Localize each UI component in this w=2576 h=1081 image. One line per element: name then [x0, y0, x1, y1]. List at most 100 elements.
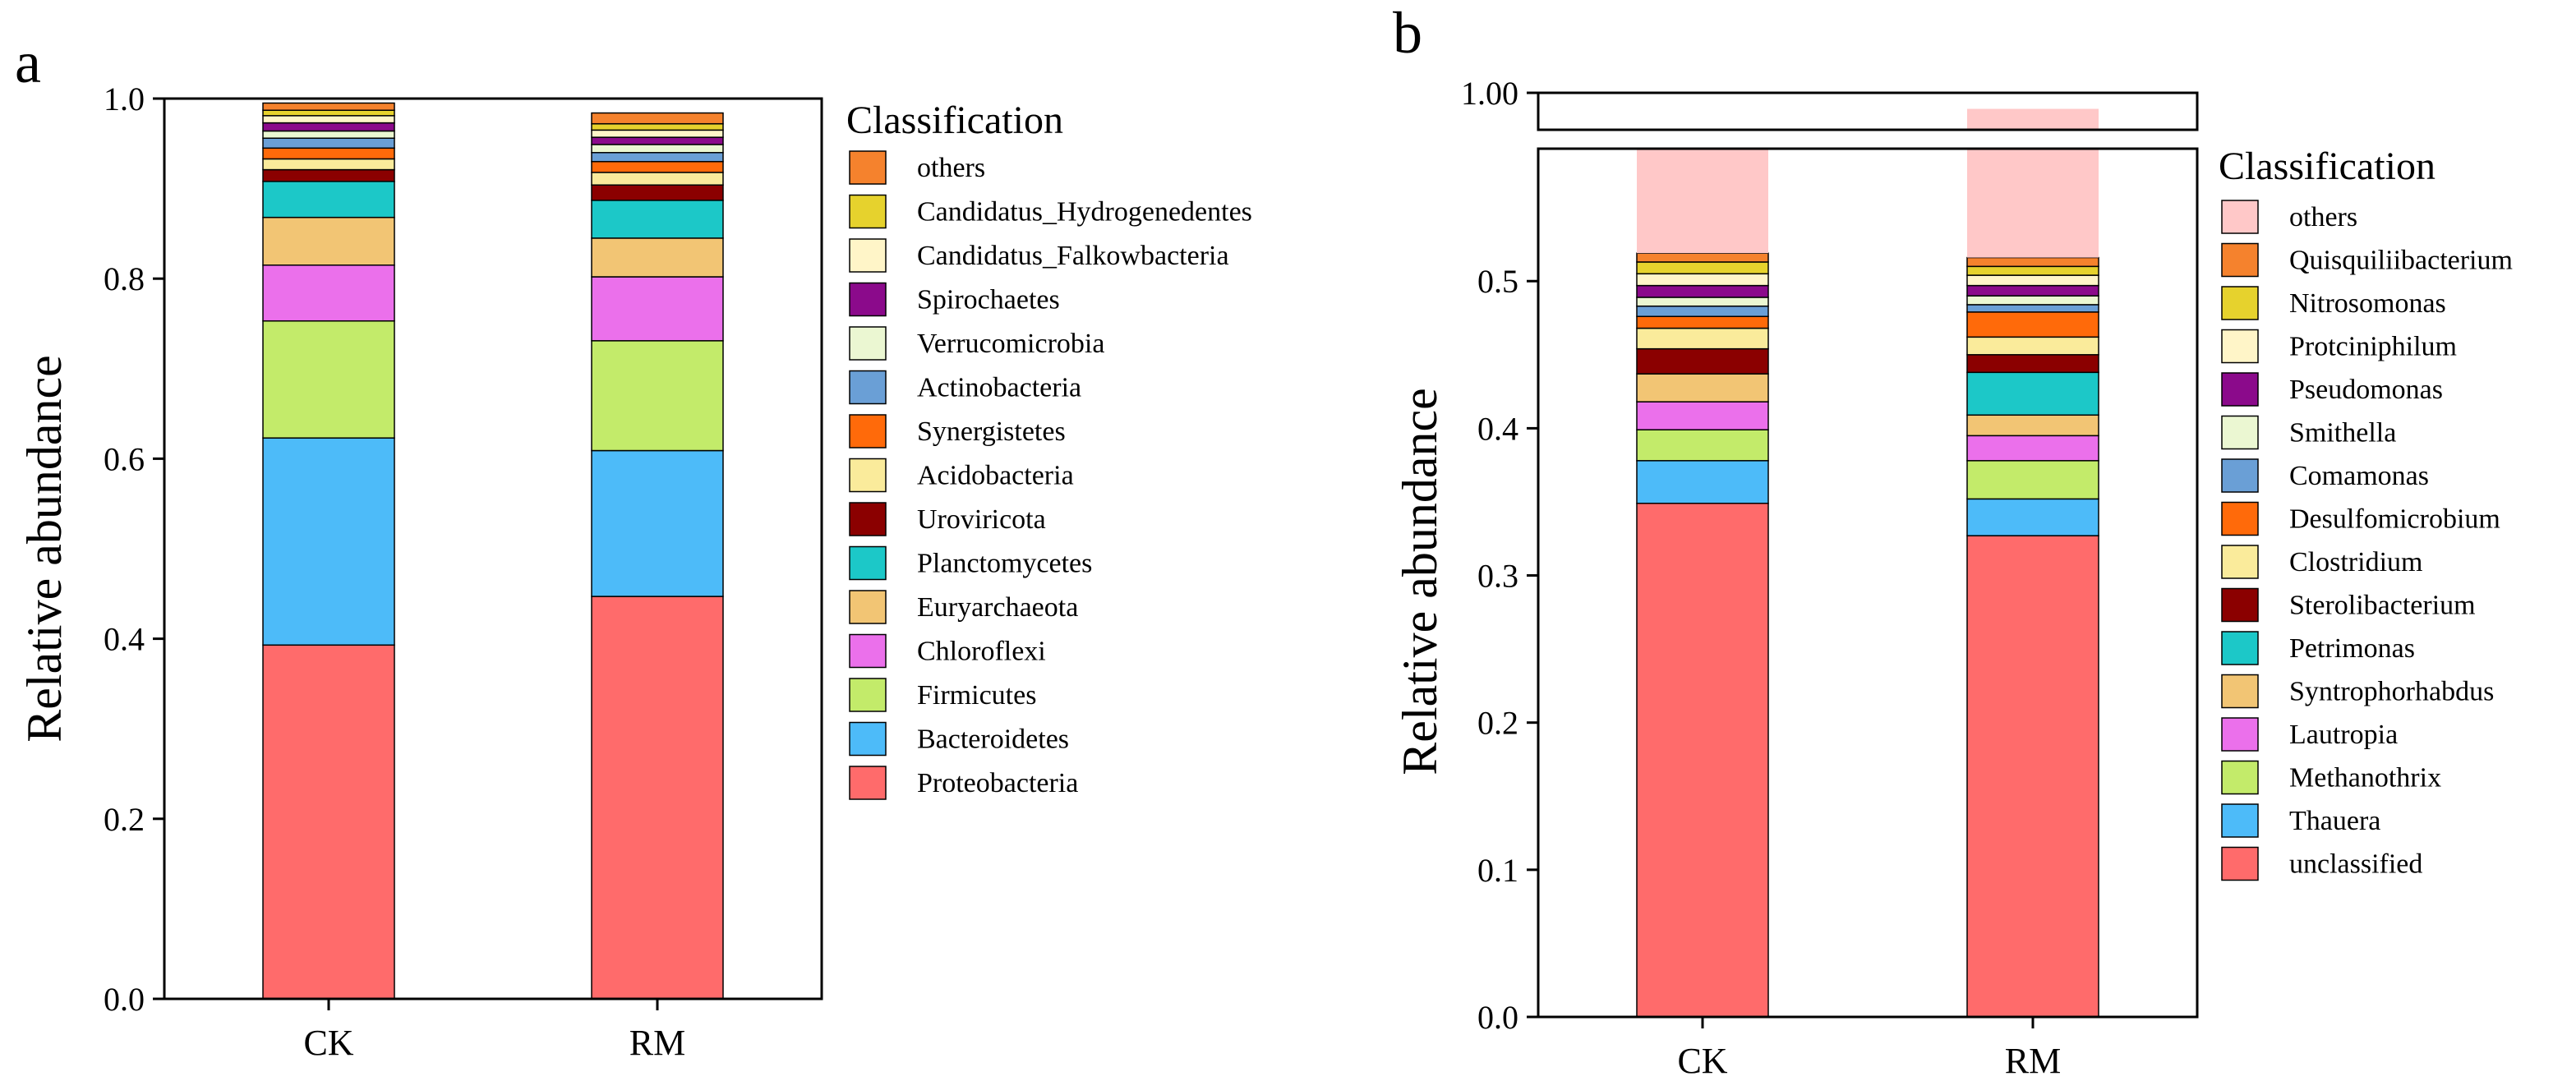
- bar-segment-euryarchaeota: [262, 216, 395, 266]
- bar-segment-clostridium: [1636, 327, 1769, 350]
- bar-segment-others: [1967, 108, 2099, 130]
- x-tick-label: RM: [2005, 1041, 2061, 1081]
- y-tick-label: 0.2: [1477, 705, 1518, 742]
- legend-label: Petrimonas: [2289, 633, 2415, 664]
- legend-swatch: [849, 414, 887, 448]
- bar-segment-spirochaetes: [591, 136, 724, 145]
- bar-segment-thauera: [1966, 498, 2099, 536]
- bar-segment-uroviricota: [591, 184, 724, 201]
- y-axis-label: Relative abundance: [17, 355, 71, 742]
- bar-segment-pseudomonas: [1636, 284, 1769, 298]
- legend-swatch: [2221, 760, 2259, 795]
- legend-swatch: [849, 766, 887, 800]
- bar-segment-euryarchaeota: [591, 237, 724, 278]
- legend-swatch: [2221, 674, 2259, 709]
- legend-label: Spirochaetes: [917, 285, 1060, 315]
- bar-segment-comamonas: [1966, 304, 2099, 313]
- bar-segment-verrucomicrobia: [262, 130, 395, 139]
- bar-segment-planctomycetes: [591, 200, 724, 239]
- plot-frame: [163, 97, 823, 1000]
- legend-swatch: [849, 370, 887, 405]
- bar-segment-lautropia: [1966, 435, 2099, 462]
- bar-segment-syntrophorhabdus: [1966, 414, 2099, 437]
- legend-label: Clostridium: [2289, 547, 2422, 577]
- bar-segment-protciniphilum: [1636, 273, 1769, 287]
- legend-swatch: [2221, 286, 2259, 320]
- legend-label: Comamonas: [2289, 461, 2429, 491]
- legend-label: Acidobacteria: [917, 461, 1074, 491]
- bar-segment-sterolibacterium: [1636, 347, 1769, 375]
- y-tick-label: 0.0: [1477, 999, 1518, 1036]
- bar-segment-spirochaetes: [262, 122, 395, 132]
- y-tick-label: 0.8: [104, 260, 145, 297]
- y-tick-label: 0.6: [104, 440, 145, 477]
- panel-a: a Relative abundance CK RM 0.0 0.2 0.4 0.6 0.8…: [15, 30, 1252, 1063]
- bar-segment-unclassified: [1966, 535, 2099, 1018]
- bar-segment-chloroflexi: [262, 264, 395, 322]
- y-tick-label: 0.3: [1477, 558, 1518, 595]
- legend-swatch: [849, 678, 887, 712]
- legend-label: Planctomycetes: [917, 549, 1092, 579]
- x-tick-label: CK: [303, 1023, 353, 1063]
- bar-segment-petrimonas: [1966, 371, 2099, 416]
- legend-swatch: [2221, 329, 2259, 364]
- legend-swatch: [2221, 415, 2259, 450]
- bar-segment-candidatus_falkowbacteria: [591, 129, 724, 138]
- bar-segment-firmicutes: [262, 320, 395, 439]
- legend-swatch: [2221, 587, 2259, 623]
- legend-label: Verrucomicrobia: [917, 329, 1104, 359]
- legend-swatch: [849, 545, 887, 581]
- legend-label: Sterolibacterium: [2289, 591, 2476, 621]
- legend: Classification others Candidatus_Hydrogen…: [846, 99, 1252, 800]
- legend-label: Desulfomicrobium: [2289, 504, 2500, 535]
- legend-swatch: [849, 238, 887, 273]
- plot-frame-lower: [1537, 147, 2199, 1019]
- legend-swatch: [849, 502, 887, 536]
- bar-segment-clostridium: [1966, 336, 2099, 356]
- legend-label: Protciniphilum: [2289, 332, 2457, 362]
- bar-segment-synergistetes: [262, 147, 395, 160]
- legend-label: Methanothrix: [2289, 763, 2441, 794]
- legend-label: others: [917, 153, 985, 183]
- legend-label: Euryarchaeota: [917, 592, 1078, 623]
- bar-segment-unclassified: [1636, 503, 1769, 1018]
- bar-segment-others: [1967, 149, 2099, 258]
- bar-segment-candidatus_hydrogenedentes: [591, 122, 724, 131]
- plot-area: CK RM 0.0 0.2 0.4 0.6 0.8 1.0: [104, 80, 823, 1063]
- legend-swatch: [849, 150, 887, 185]
- bar-segment-chloroflexi: [591, 276, 724, 342]
- legend-swatch: [849, 282, 887, 317]
- bar-segment-thauera: [1636, 460, 1769, 504]
- legend-swatch: [2221, 200, 2259, 234]
- legend-label: Quisquiliibacterium: [2289, 246, 2513, 276]
- legend-label: Synergistetes: [917, 416, 1066, 447]
- legend-swatch: [849, 633, 887, 669]
- panel-b: b Relative abundance CK RM 0.0 0.1 0.2 0.3 0.4…: [1393, 0, 2513, 1081]
- legend-label: Candidatus_Hydrogenedentes: [917, 197, 1252, 228]
- bar-segment-comamonas: [1636, 305, 1769, 317]
- bar-segment-candidatus_falkowbacteria: [262, 115, 395, 124]
- y-tick-label: 0.4: [104, 621, 145, 658]
- legend-label: Candidatus_Falkowbacteria: [917, 241, 1229, 271]
- panel-label: a: [15, 30, 41, 95]
- bar-segment-lautropia: [1636, 401, 1769, 430]
- legend-swatch: [849, 458, 887, 493]
- bar-segment-smithella: [1966, 295, 2099, 306]
- y-tick-label: 0.5: [1477, 263, 1518, 300]
- bar-segment-quisquiliibacterium: [1636, 252, 1769, 263]
- bar-segment-acidobacteria: [591, 172, 724, 186]
- legend-swatch: [2221, 846, 2259, 881]
- bar-segment-desulfomicrobium: [1636, 315, 1769, 329]
- legend-label: Syntrophorhabdus: [2289, 677, 2494, 707]
- bar-segment-protciniphilum: [1966, 274, 2099, 287]
- legend-label: Chloroflexi: [917, 637, 1046, 667]
- legend-label: Firmicutes: [917, 680, 1036, 711]
- bar-segment-methanothrix: [1636, 429, 1769, 462]
- legend-label: Actinobacteria: [917, 373, 1081, 403]
- legend-swatch: [2221, 242, 2259, 278]
- legend-label: Smithella: [2289, 418, 2396, 448]
- legend-label: Pseudomonas: [2289, 375, 2443, 405]
- y-tick-label: 1.00: [1461, 75, 1518, 112]
- bar-segment-synergistetes: [591, 160, 724, 173]
- legend-label: Bacteroidetes: [917, 724, 1069, 755]
